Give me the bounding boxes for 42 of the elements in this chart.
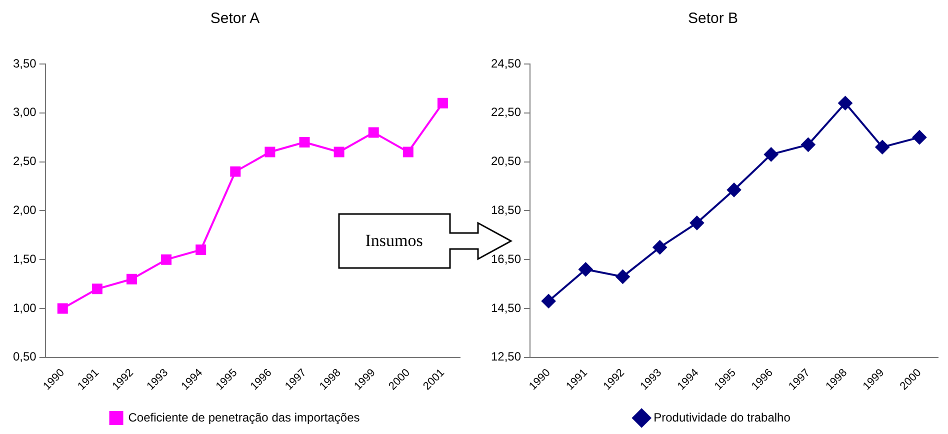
- point: [92, 284, 102, 294]
- y-tick-label: 16,50: [491, 252, 522, 266]
- point: [578, 262, 593, 276]
- y-tick-label: 18,50: [491, 202, 522, 217]
- annotation: Insumos: [364, 230, 424, 252]
- point: [764, 147, 778, 162]
- point: [264, 146, 276, 158]
- point: [727, 182, 742, 197]
- y-tick-label: 3,50: [12, 56, 37, 70]
- point: [542, 294, 556, 308]
- point: [299, 136, 310, 148]
- point: [801, 138, 816, 152]
- point: [126, 274, 137, 284]
- point: [616, 270, 630, 284]
- point: [652, 240, 667, 254]
- point: [196, 244, 206, 256]
- point: [402, 146, 414, 158]
- y-tick-label: 14,50: [491, 300, 522, 315]
- y-tick-label: 1,00: [12, 300, 37, 315]
- point: [690, 216, 704, 230]
- point: [838, 96, 852, 110]
- legend-label: Coeficiente de penetração das importações: [128, 410, 360, 424]
- y-tick-label: 24,50: [491, 56, 522, 70]
- point: [912, 130, 926, 144]
- y-tick-label: 22,50: [491, 105, 522, 120]
- chart-title: Setor B: [688, 10, 738, 28]
- point: [230, 166, 241, 177]
- point: [875, 140, 890, 154]
- point: [368, 127, 379, 138]
- y-tick-label: 2,00: [12, 202, 37, 217]
- point: [161, 254, 172, 265]
- y-tick-label: 3,00: [12, 105, 37, 120]
- chart-title: Setor A: [210, 10, 260, 28]
- y-tick-label: 2,50: [12, 154, 37, 168]
- point: [57, 303, 68, 314]
- y-tick-label: 1,50: [12, 252, 37, 266]
- point: [437, 98, 448, 108]
- y-tick-label: 12,50: [491, 350, 522, 364]
- point: [334, 146, 344, 158]
- y-tick-label: 20,50: [491, 154, 522, 168]
- y-tick-label: 0,50: [12, 350, 37, 364]
- legend-label: Produtividade do trabalho: [654, 410, 791, 424]
